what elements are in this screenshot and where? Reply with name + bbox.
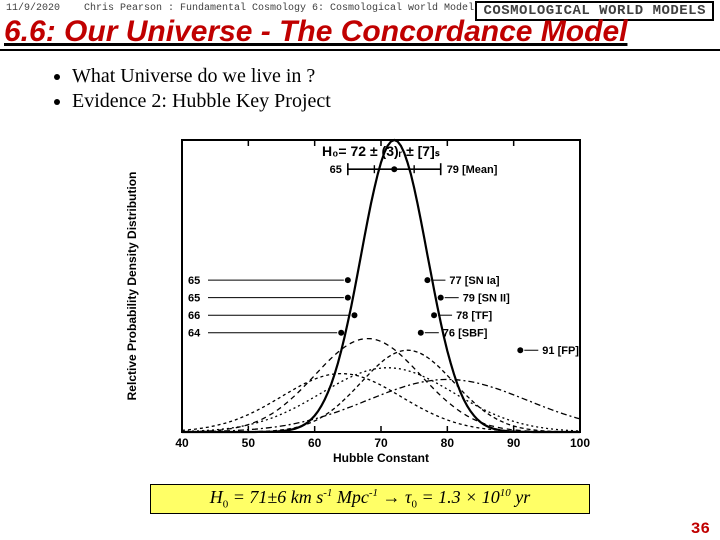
- svg-text:65: 65: [330, 164, 342, 176]
- svg-text:70: 70: [374, 436, 388, 450]
- svg-text:60: 60: [308, 436, 322, 450]
- svg-text:76 [SBF]: 76 [SBF]: [443, 328, 488, 340]
- section-title: 6.6: Our Universe - The Concordance Mode…: [0, 15, 720, 51]
- page-number: 36: [691, 520, 710, 538]
- bullet-item: What Universe do we live in ?: [72, 65, 680, 88]
- svg-text:Relctive Probability Density D: Relctive Probability Density Distributio…: [125, 172, 139, 401]
- svg-text:66: 66: [188, 310, 200, 322]
- svg-text:50: 50: [242, 436, 256, 450]
- svg-text:79 [SN II]: 79 [SN II]: [463, 293, 510, 305]
- svg-text:H₀= 72 ± (3)ᵣ ± [7]ₛ: H₀= 72 ± (3)ᵣ ± [7]ₛ: [322, 143, 440, 159]
- svg-text:91 [FP]: 91 [FP]: [542, 345, 579, 357]
- bullet-list: What Universe do we live in ? Evidence 2…: [50, 65, 680, 115]
- svg-text:Hubble Constant: Hubble Constant: [333, 451, 429, 462]
- svg-text:77 [SN Ia]: 77 [SN Ia]: [449, 275, 499, 287]
- svg-text:64: 64: [188, 328, 201, 340]
- bullet-item: Evidence 2: Hubble Key Project: [72, 90, 680, 113]
- svg-text:80: 80: [441, 436, 455, 450]
- svg-text:90: 90: [507, 436, 521, 450]
- svg-text:79 [Mean]: 79 [Mean]: [447, 164, 498, 176]
- svg-text:65: 65: [188, 293, 200, 305]
- date: 11/9/2020: [6, 3, 60, 14]
- result-highlight: H0 = 71±6 km s-1 Mpc-1 → τ0 = 1.3 × 1010…: [150, 484, 590, 514]
- svg-text:65: 65: [188, 275, 200, 287]
- svg-text:78 [TF]: 78 [TF]: [456, 310, 492, 322]
- svg-text:100: 100: [570, 436, 590, 450]
- svg-text:40: 40: [175, 436, 189, 450]
- hubble-chart: 40 50 60 70 80 90 100 Hubble Constant Relctive P…: [120, 132, 600, 462]
